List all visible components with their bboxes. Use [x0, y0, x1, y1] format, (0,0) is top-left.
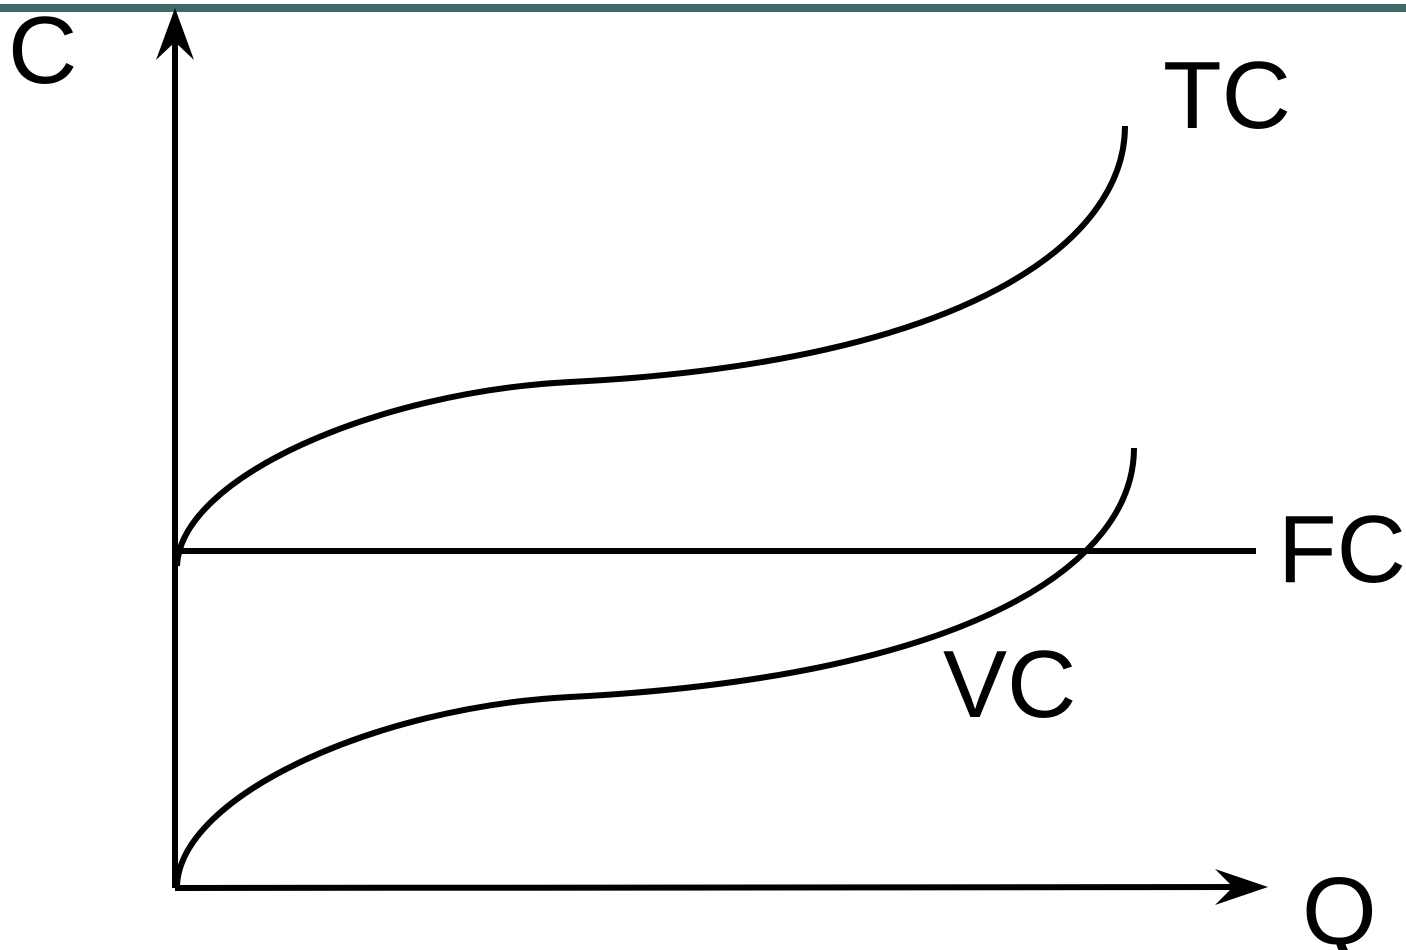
vc-curve: [174, 447, 1137, 887]
y-axis-arrowhead: [156, 8, 194, 60]
tc-label: TC: [1163, 42, 1291, 149]
y-axis-label: C: [8, 0, 77, 104]
tc-curve: [174, 125, 1128, 567]
vc-label: VC: [943, 631, 1076, 738]
x-axis: [174, 884, 1251, 891]
x-axis-label: Q: [1302, 858, 1377, 950]
x-axis-arrowhead: [1215, 869, 1268, 905]
top-accent-bar: [0, 4, 1406, 12]
fc-label: FC: [1278, 496, 1406, 603]
